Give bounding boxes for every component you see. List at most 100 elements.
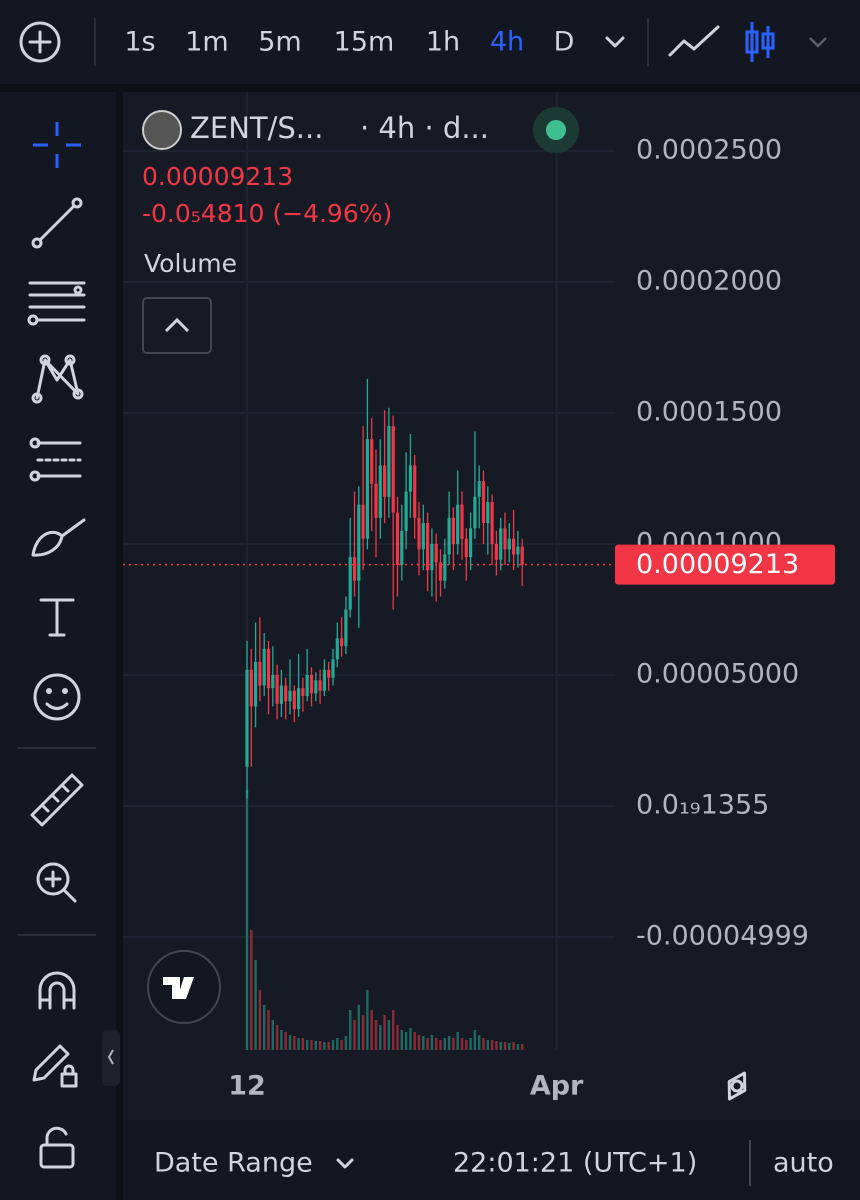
interval-button[interactable]: 15m <box>334 27 395 58</box>
trend-line-tool[interactable] <box>31 197 83 249</box>
candle-body <box>314 680 318 694</box>
candle-body <box>297 688 301 710</box>
zoom-tool[interactable] <box>36 862 77 903</box>
volume-bar <box>288 1035 292 1050</box>
candle-body <box>447 517 451 555</box>
candle-body <box>430 544 434 571</box>
chart-type-dropdown[interactable] <box>809 37 827 48</box>
prediction-tool[interactable] <box>29 437 82 482</box>
candle-body <box>499 528 503 560</box>
candle-body <box>309 675 314 694</box>
interval-button[interactable]: 1s <box>124 27 155 58</box>
symbol[interactable]: ZENT/S... <box>190 111 323 145</box>
interval-button[interactable]: 1h <box>426 27 460 58</box>
candle-body <box>443 554 447 581</box>
volume-bar <box>344 1036 348 1050</box>
legend-toggle[interactable] <box>142 297 212 354</box>
candle-body <box>477 481 481 497</box>
scale-mode[interactable]: auto <box>773 1148 834 1179</box>
candle-body <box>391 426 395 513</box>
volume-bar <box>400 1030 403 1050</box>
candle-body <box>254 661 258 707</box>
candle-body <box>490 502 494 545</box>
volume-bar <box>245 790 249 1050</box>
brush-tool[interactable] <box>31 518 86 557</box>
volume-bar <box>396 1025 399 1050</box>
interval-button[interactable]: 1m <box>185 27 228 58</box>
volume-bar <box>460 1038 464 1050</box>
footer <box>123 1120 860 1200</box>
text-tool[interactable] <box>39 598 75 637</box>
symbol-details: · 4h · d... <box>360 111 489 145</box>
volume-bar <box>280 1030 283 1050</box>
lock-tool[interactable] <box>39 1126 75 1169</box>
volume-bar <box>366 990 369 1050</box>
lock-drawings-tool[interactable] <box>32 1044 78 1088</box>
ruler-tool[interactable] <box>30 773 84 827</box>
market-status <box>546 120 566 140</box>
date-range[interactable]: Date Range <box>154 1148 313 1179</box>
candle-chart-button[interactable] <box>745 22 775 62</box>
candle-body <box>271 675 275 689</box>
pattern-tool[interactable] <box>31 354 84 404</box>
candle-body <box>438 562 443 581</box>
volume-bar <box>439 1040 442 1050</box>
volume-bar <box>323 1042 326 1050</box>
volume-bar <box>490 1040 494 1050</box>
candle-body <box>408 465 412 492</box>
line-chart-button[interactable] <box>668 25 720 57</box>
interval-button[interactable]: 5m <box>258 27 301 58</box>
volume-bar <box>263 1005 266 1050</box>
settings-button[interactable] <box>722 1069 753 1104</box>
candle-body <box>327 669 331 678</box>
volume-bar <box>340 1040 343 1050</box>
last-price: 0.00009213 <box>142 162 293 191</box>
volume-bar <box>435 1038 438 1050</box>
last-price-label: 0.00009213 <box>636 549 799 580</box>
candle-body <box>305 675 309 696</box>
volume-bar <box>422 1036 425 1050</box>
add-button[interactable] <box>19 21 61 63</box>
volume-bar <box>404 1032 408 1050</box>
candle-body <box>512 538 516 555</box>
x-tick-label: 12 <box>228 1071 266 1102</box>
candle-body <box>516 546 520 555</box>
volume-bar <box>521 1044 524 1050</box>
candle-body <box>361 504 365 539</box>
volume-bar <box>383 1015 386 1050</box>
interval-dropdown[interactable] <box>605 36 625 48</box>
candle-body <box>387 426 391 497</box>
candle-body <box>275 675 279 704</box>
emoji-tool[interactable] <box>33 673 81 721</box>
volume-bar <box>301 1038 305 1050</box>
tv-logo-mark <box>163 977 194 999</box>
volume-bar <box>379 1025 382 1050</box>
collapse-sidebar[interactable] <box>102 1030 120 1086</box>
top-toolbar <box>0 0 860 84</box>
interval-button[interactable]: D <box>554 27 575 58</box>
magnet-tool[interactable] <box>38 971 76 1010</box>
volume-bar <box>293 1036 296 1050</box>
candle-body <box>370 439 374 484</box>
volume-bar <box>503 1042 507 1050</box>
candle-body <box>288 690 292 702</box>
volume-label: Volume <box>144 249 237 278</box>
interval-button[interactable]: 4h <box>490 27 524 58</box>
candle-body <box>335 638 339 660</box>
volume-bar <box>478 1035 481 1050</box>
candle-body <box>507 538 511 550</box>
volume-bar <box>271 1020 274 1050</box>
fib-tool[interactable] <box>27 281 86 326</box>
chart-panel <box>123 92 860 1120</box>
crosshair-tool[interactable] <box>33 122 81 168</box>
volume-bar <box>357 1005 360 1050</box>
candle-body <box>318 680 322 691</box>
volume-bar <box>331 1040 335 1050</box>
volume-bar <box>267 1010 270 1050</box>
volume-bar <box>327 1042 330 1050</box>
volume-bar <box>361 1015 365 1050</box>
candle-body <box>520 546 524 565</box>
candle-body <box>249 669 253 707</box>
date-range-dropdown[interactable] <box>336 1158 354 1169</box>
